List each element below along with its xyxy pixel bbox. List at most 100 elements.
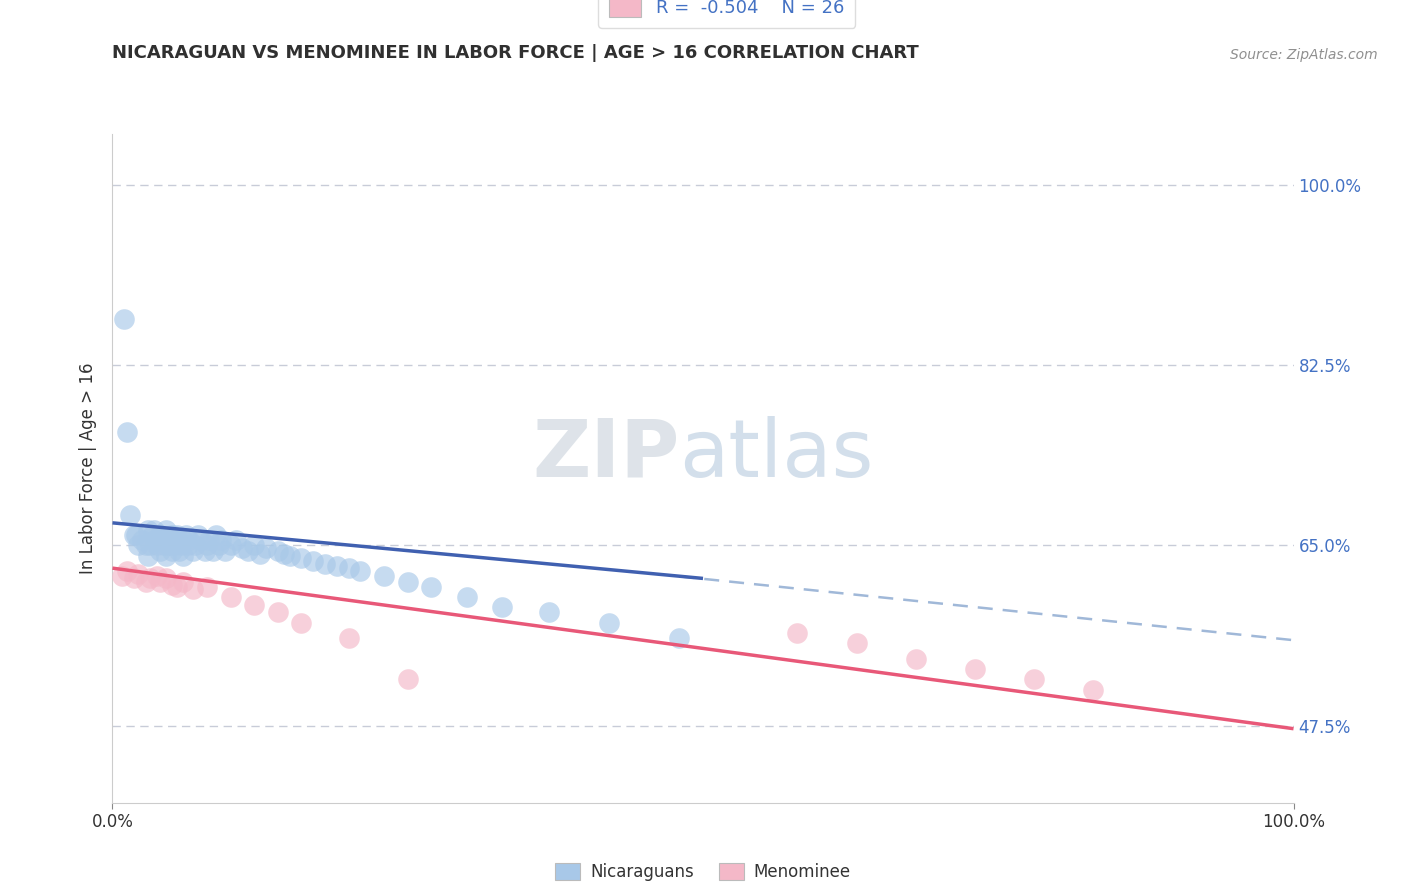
Point [131,533,153,548]
Point [1022,673,1045,687]
Text: atlas: atlas [679,416,873,494]
Point [122,528,145,542]
Point [166,528,188,542]
Point [135,539,157,553]
Point [208,539,231,553]
Point [845,636,868,650]
Point [160,577,183,591]
Point [146,539,169,553]
Point [160,528,183,542]
Point [127,539,149,553]
Point [120,508,142,522]
Point [267,606,290,620]
Point [149,574,172,589]
Point [184,539,207,553]
Point [267,543,290,558]
Point [149,528,172,542]
Point [163,539,186,553]
Point [491,600,513,615]
Point [172,574,194,589]
Point [150,533,173,548]
Point [225,533,247,548]
Point [149,543,172,558]
Point [290,550,312,565]
Point [243,539,266,553]
Point [273,547,295,561]
Point [146,569,169,583]
Point [337,561,360,575]
Point [160,543,183,558]
Point [143,533,166,548]
Point [243,598,266,612]
Point [219,539,242,553]
Point [122,571,145,585]
Point [337,631,360,645]
Point [396,673,419,687]
Point [786,626,808,640]
Point [201,543,224,558]
Point [172,549,194,563]
Point [179,533,201,548]
Point [155,523,177,537]
Point [396,574,419,589]
Point [125,528,148,542]
Point [219,590,242,604]
Point [142,528,165,542]
Point [302,554,325,568]
Point [278,549,301,563]
Point [115,425,138,440]
Point [115,564,138,578]
Legend: Nicaraguans, Menominee: Nicaraguans, Menominee [548,856,858,888]
Point [172,533,194,548]
Point [139,539,162,553]
Point [349,564,371,578]
Point [963,662,986,676]
Point [198,533,221,548]
Point [174,528,197,542]
Point [155,549,177,563]
Point [254,541,277,555]
Point [214,543,236,558]
Point [165,533,187,548]
Text: NICARAGUAN VS MENOMINEE IN LABOR FORCE | AGE > 16 CORRELATION CHART: NICARAGUAN VS MENOMINEE IN LABOR FORCE |… [112,45,920,62]
Point [155,571,177,585]
Point [127,567,149,582]
Text: Source: ZipAtlas.com: Source: ZipAtlas.com [1230,48,1378,62]
Point [598,615,620,630]
Point [194,543,217,558]
Point [136,549,159,563]
Point [238,543,260,558]
Point [190,533,212,548]
Point [373,569,395,583]
Point [139,571,162,585]
Point [181,543,204,558]
Point [112,312,135,326]
Point [538,606,561,620]
Point [166,580,188,594]
Y-axis label: In Labor Force | Age > 16: In Labor Force | Age > 16 [79,362,97,574]
Point [157,539,180,553]
Point [111,569,134,583]
Point [1081,682,1104,697]
Point [142,523,165,537]
Point [326,559,349,574]
Point [136,523,159,537]
Point [231,541,253,555]
Point [420,580,443,594]
Point [167,543,190,558]
Point [209,533,232,548]
Point [156,533,179,548]
Point [153,539,176,553]
Point [456,590,478,604]
Point [904,651,927,665]
Point [177,539,200,553]
Point [314,557,336,571]
Point [181,582,204,596]
Point [135,574,157,589]
Point [195,580,218,594]
Point [170,539,193,553]
Point [290,615,312,630]
Point [668,631,690,645]
Point [249,547,271,561]
Text: ZIP: ZIP [531,416,679,494]
